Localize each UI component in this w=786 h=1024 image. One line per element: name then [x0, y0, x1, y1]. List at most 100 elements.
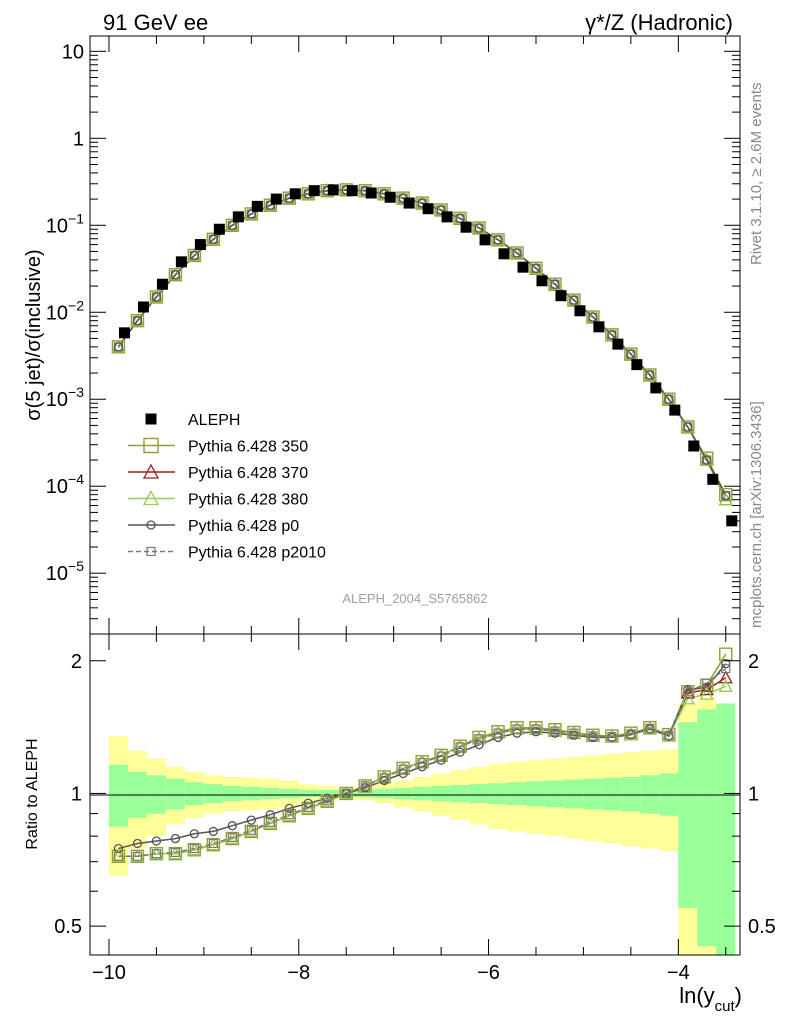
uncertainty-bands	[108, 697, 736, 955]
main-ylabel: σ(5 jet)/σ(inclusive)	[23, 249, 45, 420]
band-green	[241, 786, 261, 801]
series-point	[490, 232, 506, 246]
series-point	[528, 260, 544, 274]
y-tick-label: 10−3	[46, 384, 84, 411]
series-point	[246, 209, 256, 219]
ratio-ticks: −10 −8 −6 −4 0.5 0.5 1 1 2 2	[54, 634, 776, 984]
ratio-y-tick-label-right: 0.5	[748, 916, 776, 938]
data-point	[422, 203, 434, 215]
legend-label: Pythia 6.428 p2010	[188, 545, 326, 562]
band-green	[507, 782, 527, 806]
y-tick-label: 10−2	[46, 297, 84, 324]
legend-label: Pythia 6.428 380	[188, 492, 308, 509]
ratio-y-tick-label-right: 2	[748, 651, 759, 673]
data-point	[707, 473, 719, 485]
ratio-point	[111, 848, 126, 862]
ratio-point	[206, 837, 221, 851]
data-point	[726, 515, 738, 527]
series-point	[547, 276, 563, 290]
band-green	[317, 790, 337, 797]
main-series	[111, 182, 738, 527]
legend-label: Pythia 6.428 370	[188, 465, 308, 482]
ratio-point	[718, 678, 733, 692]
data-point	[346, 185, 358, 197]
data-point	[175, 256, 187, 268]
ratio-point	[719, 647, 733, 661]
data-point	[118, 327, 130, 339]
data-point	[688, 440, 700, 452]
data-point	[270, 193, 282, 205]
ratio-point	[170, 833, 181, 844]
ratio-point	[436, 751, 446, 761]
band-green	[488, 783, 508, 805]
ratio-point	[341, 788, 351, 799]
ratio-point	[569, 728, 579, 738]
ratio-y-tick-label: 2	[71, 651, 82, 673]
ratio-point	[509, 721, 525, 735]
series-point	[474, 223, 484, 233]
band-green	[146, 775, 166, 814]
band-green	[298, 789, 318, 798]
ratio-point	[680, 691, 695, 705]
band-green	[564, 779, 584, 809]
legend-label: Pythia 6.428 p0	[188, 518, 299, 535]
data-point	[251, 200, 263, 212]
series-point	[661, 391, 676, 405]
band-green	[431, 785, 451, 802]
ratio-point	[208, 838, 218, 849]
series-point	[263, 197, 278, 211]
ratio-point	[626, 729, 636, 739]
ratio-point	[227, 821, 237, 831]
ratio-point	[246, 815, 256, 825]
data-point	[441, 211, 453, 223]
ratio-point	[170, 847, 181, 857]
band-green	[621, 776, 641, 812]
series-point	[604, 327, 619, 341]
series-point	[645, 370, 655, 380]
data-point	[308, 185, 320, 197]
series-point	[493, 235, 503, 245]
data-point	[536, 275, 548, 287]
series-point	[225, 217, 240, 231]
data-point	[213, 223, 225, 235]
band-green	[165, 778, 185, 810]
series-point	[471, 220, 487, 234]
y-tick-label: 10−4	[46, 471, 84, 498]
series-point	[132, 316, 143, 326]
ratio-point	[718, 670, 733, 684]
ratio-point	[607, 732, 617, 742]
ratio-y-tick-label: 1	[71, 783, 82, 805]
band-green	[203, 784, 223, 804]
series-point	[206, 231, 221, 245]
ratio-point	[113, 851, 124, 861]
ratio-point	[151, 836, 162, 846]
data-point	[232, 211, 244, 223]
series-point	[452, 211, 468, 225]
series-point	[113, 342, 124, 352]
data-point	[289, 188, 301, 200]
data-point	[612, 338, 624, 350]
legend-marker	[142, 463, 160, 479]
data-point	[631, 359, 643, 371]
band-green	[602, 777, 622, 811]
data-point	[403, 197, 415, 209]
series-point	[436, 205, 446, 215]
ratio-point	[490, 725, 506, 739]
ratio-ylabel: Ratio to ALEPH	[24, 738, 41, 849]
band-green	[716, 703, 736, 955]
ratio-point	[301, 801, 316, 815]
series-point	[588, 312, 598, 322]
y-tick-label: 10−5	[46, 558, 84, 585]
ratio-series	[111, 647, 733, 864]
series-point	[699, 452, 714, 466]
series-point	[702, 455, 712, 465]
data-point	[669, 404, 681, 416]
ratio-point	[379, 773, 389, 783]
ratio-point	[702, 678, 712, 688]
series-point	[566, 292, 582, 306]
legend: ALEPH Pythia 6.428 350 Pythia 6.428 370 Pyt…	[128, 412, 326, 562]
data-point	[156, 278, 168, 290]
data-point	[498, 248, 510, 260]
data-point	[460, 221, 472, 233]
ratio-point	[417, 757, 427, 768]
